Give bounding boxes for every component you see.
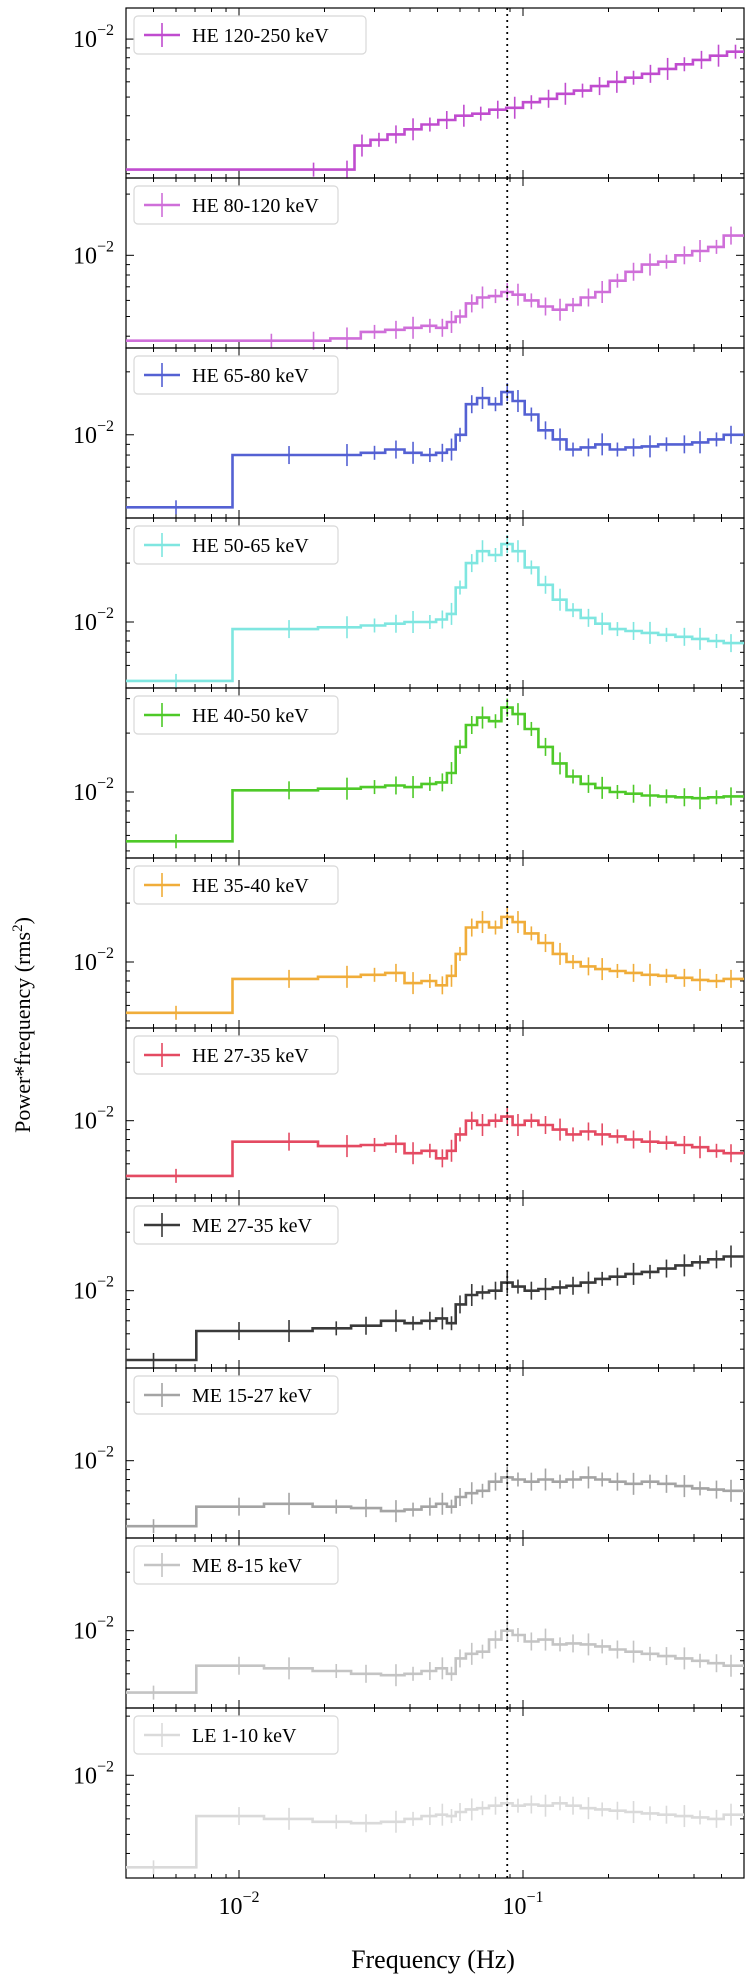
y-axis-label-superscript: 2 — [10, 924, 26, 932]
legend-box — [133, 15, 367, 55]
legend-box — [133, 1375, 339, 1415]
series-line — [126, 234, 744, 342]
x-tick-label-base: 10 — [218, 1894, 242, 1920]
legend-label: HE 40-50 keV — [192, 705, 309, 727]
y-tick-label-base: 10 — [73, 1763, 97, 1789]
y-tick-label-exponent: −2 — [97, 238, 114, 255]
y-tick-label-exponent: −2 — [97, 1758, 114, 1775]
series-line — [126, 542, 744, 683]
legend-label: HE 27-35 keV — [192, 1045, 309, 1067]
y-tick-label-exponent: −2 — [97, 945, 114, 962]
legend-box — [133, 1545, 339, 1585]
legend-box — [133, 1715, 339, 1755]
y-tick-label-exponent: −2 — [97, 1444, 114, 1461]
y-tick-label-exponent: −2 — [97, 1274, 114, 1291]
y-tick-label-base: 10 — [73, 950, 97, 976]
panel-3: 10−2 HE 50-65 keV — [73, 517, 745, 689]
y-tick-label-base: 10 — [73, 1449, 97, 1475]
series-line — [126, 1802, 744, 1869]
legend-box — [133, 1035, 339, 1075]
legend-box — [133, 185, 339, 225]
legend-label: HE 80-120 keV — [192, 195, 319, 217]
x-tick-label-exponent: −1 — [526, 1889, 543, 1906]
panel-10: 10−2 LE 1-10 keV — [73, 1707, 745, 1879]
legend-box — [133, 865, 339, 905]
y-tick-label-base: 10 — [73, 243, 97, 269]
panel-6: 10−2 HE 27-35 keV — [73, 1027, 745, 1199]
panel-0: 10−2 HE 120-250 keV — [73, 7, 745, 179]
legend-label: ME 8-15 keV — [192, 1555, 303, 1577]
x-tick-label-exponent: −2 — [242, 1889, 259, 1906]
y-tick-label-base: 10 — [73, 1109, 97, 1135]
y-tick-label: 10−2 — [73, 1274, 114, 1305]
y-tick-label-exponent: −2 — [97, 418, 114, 435]
y-tick-label: 10−2 — [73, 418, 114, 449]
panel-4: 10−2 HE 40-50 keV — [73, 687, 745, 859]
series-line — [126, 1476, 744, 1528]
legend-label: ME 15-27 keV — [192, 1385, 313, 1407]
y-tick-label: 10−2 — [73, 775, 114, 806]
y-tick-label-exponent: −2 — [97, 1614, 114, 1631]
panel-7: 10−2 ME 27-35 keV — [73, 1197, 745, 1369]
y-tick-label: 10−2 — [73, 22, 114, 53]
legend-label: LE 1-10 keV — [192, 1725, 297, 1747]
y-tick-label-exponent: −2 — [97, 22, 114, 39]
y-tick-label-base: 10 — [73, 610, 97, 636]
legend-label: HE 35-40 keV — [192, 875, 309, 897]
y-tick-label: 10−2 — [73, 1614, 114, 1645]
y-axis-label: Power*frequency (rms2) — [10, 917, 35, 1133]
legend-box — [133, 695, 339, 735]
legend-box — [133, 1205, 339, 1245]
series-line — [126, 1115, 744, 1178]
series-line — [126, 1629, 744, 1694]
x-tick-label: 10−1 — [502, 1889, 543, 1920]
legend-label: HE 65-80 keV — [192, 365, 309, 387]
y-tick-label: 10−2 — [73, 1104, 114, 1135]
panel-8: 10−2 ME 15-27 keV — [73, 1367, 745, 1539]
y-tick-label-exponent: −2 — [97, 605, 114, 622]
y-tick-label: 10−2 — [73, 945, 114, 976]
legend-label: ME 27-35 keV — [192, 1215, 313, 1237]
y-tick-label: 10−2 — [73, 1758, 114, 1789]
y-tick-label-exponent: −2 — [97, 1104, 114, 1121]
panel-1: 10−2 HE 80-120 keV — [73, 177, 745, 350]
y-tick-label: 10−2 — [73, 238, 114, 269]
panel-frame — [125, 1707, 745, 1879]
y-tick-label: 10−2 — [73, 1444, 114, 1475]
y-tick-label-base: 10 — [73, 780, 97, 806]
x-axis-label: Frequency (Hz) — [351, 1945, 515, 1974]
y-axis-label-close: ) — [10, 917, 35, 924]
x-tick-label: 10−2 — [218, 1889, 259, 1920]
y-tick-label-base: 10 — [73, 1619, 97, 1645]
panel-5: 10−2 HE 35-40 keV — [73, 857, 745, 1029]
x-tick-label-base: 10 — [502, 1894, 526, 1920]
series-line — [126, 390, 744, 509]
panel-2: 10−2 HE 65-80 keV — [73, 347, 745, 519]
series-line — [126, 50, 744, 171]
series-line — [126, 915, 744, 1015]
panel-9: 10−2 ME 8-15 keV — [73, 1537, 745, 1709]
legend-label: HE 120-250 keV — [192, 25, 329, 47]
y-tick-label-base: 10 — [73, 423, 97, 449]
y-axis-label-main: Power*frequency (rms — [10, 932, 35, 1133]
legend-box — [133, 525, 339, 565]
legend-label: HE 50-65 keV — [192, 535, 309, 557]
y-tick-label-base: 10 — [73, 1279, 97, 1305]
y-tick-label-exponent: −2 — [97, 775, 114, 792]
y-tick-label-base: 10 — [73, 27, 97, 53]
y-tick-label: 10−2 — [73, 605, 114, 636]
legend-box — [133, 355, 339, 395]
